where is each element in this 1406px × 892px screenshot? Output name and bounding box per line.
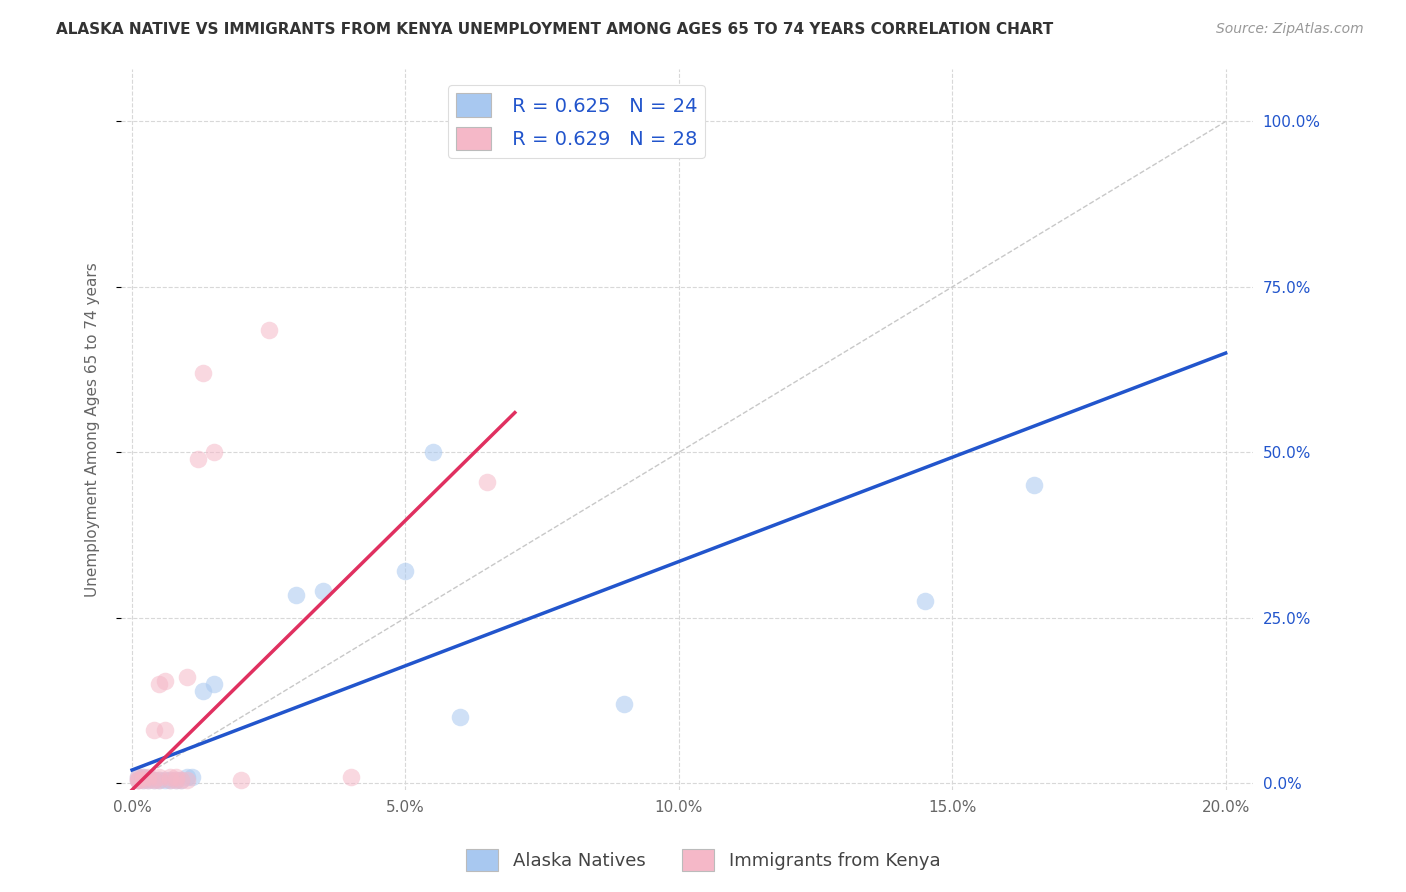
Point xyxy=(477,475,499,489)
Point xyxy=(449,710,471,724)
Point xyxy=(148,677,170,691)
Y-axis label: Unemployment Among Ages 65 to 74 years: Unemployment Among Ages 65 to 74 years xyxy=(86,262,100,597)
Point xyxy=(127,772,149,787)
Point xyxy=(148,772,170,787)
Point xyxy=(191,683,214,698)
Point xyxy=(127,772,149,787)
Point xyxy=(257,323,280,337)
Point xyxy=(394,565,416,579)
Point xyxy=(1024,478,1046,492)
Point xyxy=(153,723,176,738)
Point xyxy=(153,772,176,787)
Point xyxy=(170,772,193,787)
Point xyxy=(132,770,155,784)
Point xyxy=(202,445,225,459)
Point xyxy=(138,772,160,787)
Point xyxy=(613,697,636,711)
Point xyxy=(138,771,160,785)
Point xyxy=(148,772,170,787)
Point xyxy=(170,772,193,787)
Point xyxy=(176,770,198,784)
Point xyxy=(148,770,170,784)
Point xyxy=(132,772,155,787)
Point xyxy=(312,584,335,599)
Point xyxy=(138,770,160,784)
Point xyxy=(142,723,165,738)
Point xyxy=(339,770,361,784)
Point xyxy=(127,772,149,787)
Legend: Alaska Natives, Immigrants from Kenya: Alaska Natives, Immigrants from Kenya xyxy=(458,842,948,879)
Point xyxy=(153,673,176,688)
Point xyxy=(132,770,155,784)
Point xyxy=(231,772,253,787)
Point xyxy=(165,770,187,784)
Text: ALASKA NATIVE VS IMMIGRANTS FROM KENYA UNEMPLOYMENT AMONG AGES 65 TO 74 YEARS CO: ALASKA NATIVE VS IMMIGRANTS FROM KENYA U… xyxy=(56,22,1053,37)
Point xyxy=(142,772,165,787)
Point xyxy=(159,772,181,787)
Text: Source: ZipAtlas.com: Source: ZipAtlas.com xyxy=(1216,22,1364,37)
Point xyxy=(159,770,181,784)
Point xyxy=(159,772,181,787)
Point xyxy=(165,772,187,787)
Point xyxy=(132,772,155,787)
Point xyxy=(142,772,165,787)
Legend:  R = 0.625   N = 24,  R = 0.629   N = 28: R = 0.625 N = 24, R = 0.629 N = 28 xyxy=(447,86,706,158)
Point xyxy=(127,770,149,784)
Point xyxy=(285,588,308,602)
Point xyxy=(176,772,198,787)
Point xyxy=(165,772,187,787)
Point xyxy=(138,772,160,787)
Point xyxy=(187,452,209,467)
Point xyxy=(422,445,444,459)
Point xyxy=(191,366,214,380)
Point xyxy=(914,594,936,608)
Point xyxy=(176,670,198,684)
Point xyxy=(127,770,149,784)
Point xyxy=(202,677,225,691)
Point xyxy=(181,770,204,784)
